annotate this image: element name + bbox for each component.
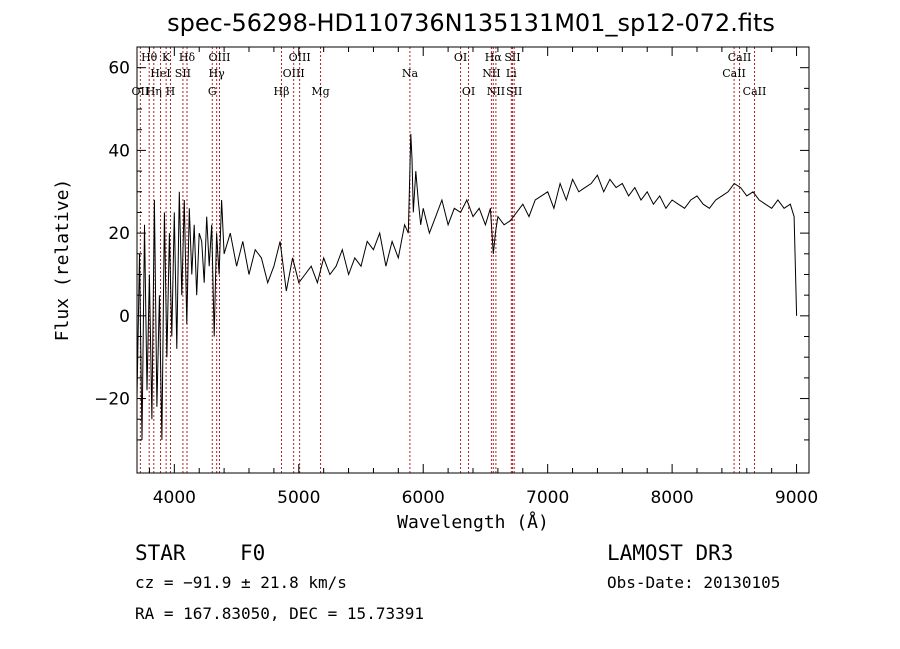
- line-label-hδ: Hδ: [179, 51, 196, 64]
- line-label-hθ: Hθ: [141, 51, 158, 64]
- line-label-hα: Hα: [485, 51, 503, 64]
- line-label-caii: CaII: [743, 85, 767, 98]
- x-tick-label: 4000: [153, 488, 196, 508]
- line-label-oii: OII: [132, 85, 150, 98]
- survey-name: LAMOST DR3: [607, 541, 733, 565]
- spectrum-line: [136, 133, 798, 440]
- line-label-caii: CaII: [722, 67, 746, 80]
- line-label-sii: SII: [175, 67, 191, 80]
- y-tick-label: 60: [108, 59, 130, 79]
- y-tick-label: 20: [108, 224, 130, 244]
- object-subclass: F0: [240, 541, 265, 565]
- redshift-text: cz = −91.9 ± 21.8 km/s: [135, 573, 347, 592]
- y-axis-ticks: −20 0 20 40 60: [94, 59, 809, 441]
- x-tick-label: 8000: [650, 488, 693, 508]
- coordinates: RA = 167.83050, DEC = 15.73391: [135, 604, 424, 623]
- line-label-nii: NII: [487, 85, 505, 98]
- chart-title: spec-56298-HD110736N135131M01_sp12-072.f…: [167, 9, 775, 37]
- line-label-sii: SII: [504, 51, 520, 64]
- object-class: STAR: [135, 541, 186, 565]
- x-tick-label: 5000: [277, 488, 320, 508]
- line-label-hη: Hη: [146, 85, 162, 98]
- line-label-oi: OI: [454, 51, 467, 64]
- line-label-mg: Mg: [311, 85, 329, 98]
- line-label-nii: NII: [482, 67, 500, 80]
- spectral-line-markers: [139, 47, 755, 473]
- line-label-hβ: Hβ: [274, 85, 290, 98]
- line-label-h: H: [166, 85, 176, 98]
- x-axis-label: Wavelength (Å): [397, 511, 549, 533]
- x-axis-ticks: 4000 5000 6000 7000 8000 9000: [148, 47, 818, 508]
- line-label-oiii: OIII: [208, 51, 230, 64]
- y-axis-label: Flux (relative): [52, 179, 73, 342]
- line-label-oiii: OIII: [289, 51, 311, 64]
- x-tick-label: 6000: [402, 488, 445, 508]
- y-tick-label: 40: [108, 141, 130, 161]
- line-label-li: Li: [506, 67, 517, 80]
- line-label-hei: HeI: [150, 67, 170, 80]
- line-label-oiii: OIII: [283, 67, 305, 80]
- y-tick-label: 0: [119, 307, 130, 327]
- obs-date: Obs-Date: 20130105: [607, 573, 780, 592]
- x-tick-label: 7000: [526, 488, 569, 508]
- y-tick-label: −20: [94, 390, 130, 410]
- line-label-k: K: [162, 51, 171, 64]
- line-label-oi: OI: [462, 85, 475, 98]
- x-tick-label: 9000: [775, 488, 818, 508]
- line-label-sii: SII: [506, 85, 522, 98]
- line-label-g: G: [208, 85, 217, 98]
- line-label-caii: CaII: [728, 51, 752, 64]
- line-label-hγ: Hγ: [209, 67, 226, 80]
- line-label-na: Na: [402, 67, 419, 80]
